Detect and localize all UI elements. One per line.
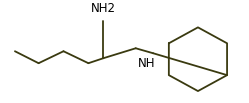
- Text: NH2: NH2: [91, 2, 116, 15]
- Text: NH: NH: [138, 57, 156, 70]
